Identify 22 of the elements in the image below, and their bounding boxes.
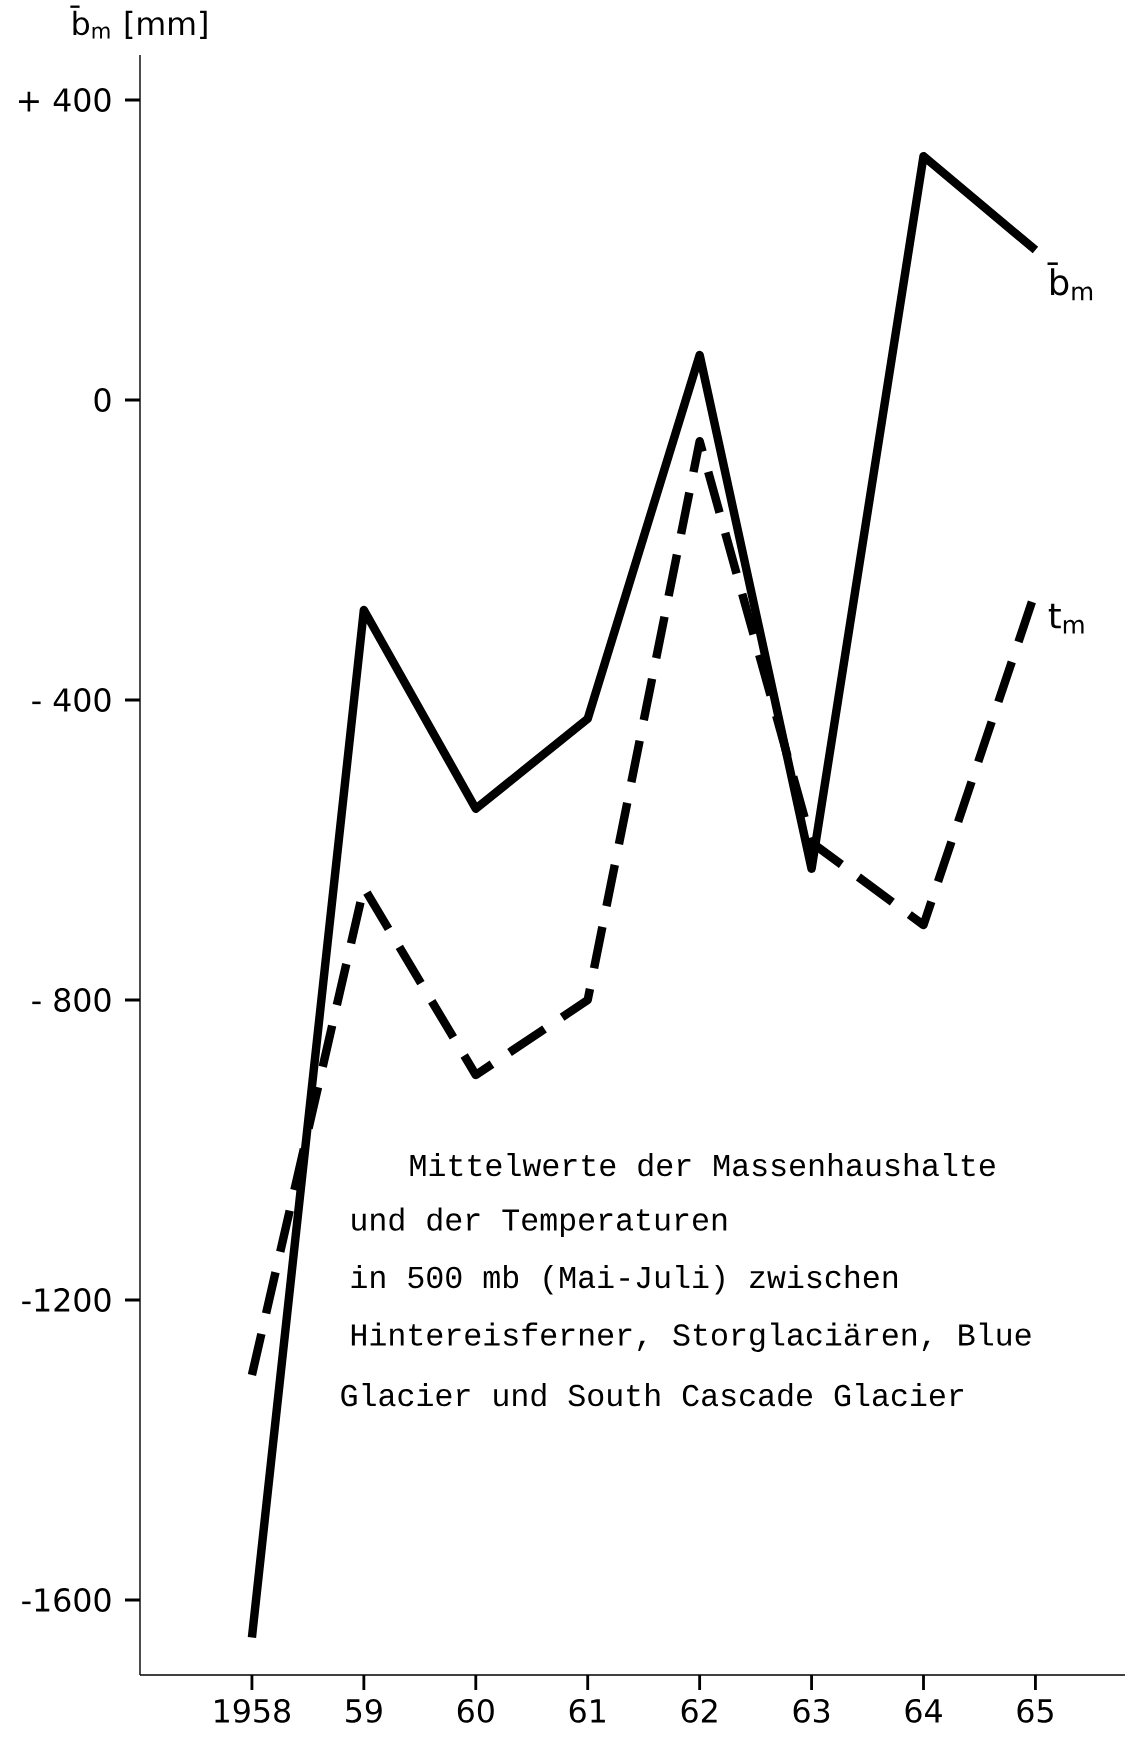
x-tick-label: 63 xyxy=(793,1698,830,1723)
x-tick-label: 60 xyxy=(457,1698,494,1723)
x-tick-label: 64 xyxy=(905,1698,942,1723)
annotation: und der Temperaturen xyxy=(352,1207,727,1237)
series-label: t$_{m}$ xyxy=(1048,603,1084,634)
y-tick-label: - 400 xyxy=(32,688,111,712)
y-tick-label: -1200 xyxy=(22,1288,111,1312)
x-tick-label: 1958 xyxy=(215,1698,290,1723)
y-tick-label: 0 xyxy=(94,388,111,412)
y-tick-label: -1600 xyxy=(22,1588,111,1612)
annotation: Mittelwerte der Massenhaushalte xyxy=(410,1153,995,1177)
y-tick-label: - 800 xyxy=(32,988,111,1012)
x-tick-label: 65 xyxy=(1017,1698,1053,1723)
y-tick-label: + 400 xyxy=(19,88,111,112)
x-tick-label: 61 xyxy=(569,1698,605,1723)
y-axis-title: b̄$_{m}$ [mm] xyxy=(70,5,207,40)
annotation: in 500 mb (Mai-Juli) zwischen xyxy=(351,1264,898,1295)
x-tick-label: 59 xyxy=(346,1698,382,1723)
x-tick-label: 62 xyxy=(681,1698,717,1723)
annotation: Glacier und South Cascade Glacier xyxy=(341,1383,964,1407)
series-label: b̄$_{m}$ xyxy=(1047,262,1093,301)
annotation: Hintereisferner, Storglaciären, Blue xyxy=(351,1322,1031,1352)
